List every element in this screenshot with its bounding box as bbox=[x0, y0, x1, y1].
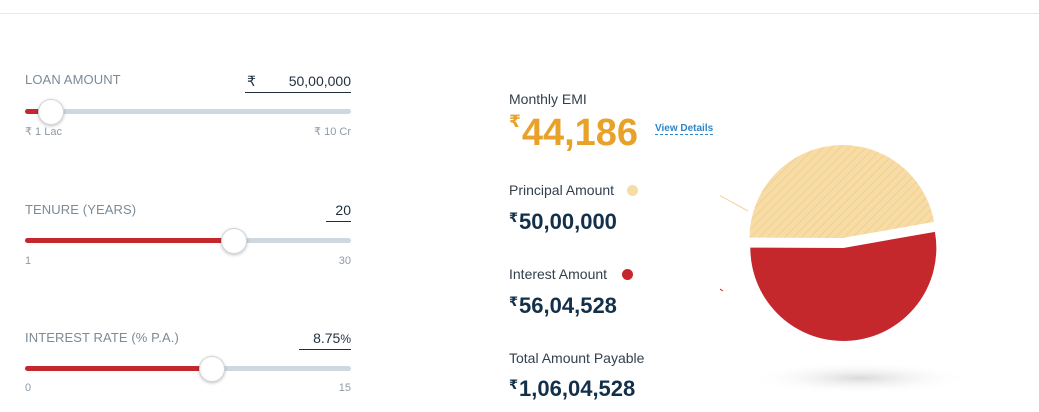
loan-amount-min-label: ₹ 1 Lac bbox=[25, 126, 62, 138]
interest-rate-value: 8.75 bbox=[313, 330, 341, 346]
pie-slice-principal[interactable] bbox=[749, 145, 935, 239]
total-amount-label: Total Amount Payable bbox=[509, 350, 645, 366]
tenure-thumb[interactable] bbox=[220, 228, 247, 254]
interest-rate-max-label: 15 bbox=[338, 382, 351, 394]
tenure-track[interactable] bbox=[25, 228, 351, 254]
interest-rate-track[interactable] bbox=[25, 356, 351, 382]
principal-amount-value: ₹50,00,000 bbox=[509, 209, 617, 235]
pie-shadow bbox=[750, 362, 970, 394]
tenure-label: TENURE (YEARS) bbox=[25, 202, 137, 217]
emi-amount: 44,186 bbox=[521, 112, 639, 154]
loan-amount-input[interactable]: ₹ 50,00,000 bbox=[245, 73, 351, 93]
rupee-currency-icon: ₹ bbox=[247, 73, 256, 89]
interest-legend-dot bbox=[622, 269, 633, 280]
rupee-currency-icon: ₹ bbox=[509, 294, 519, 309]
monthly-emi-label: Monthly EMI bbox=[509, 91, 587, 107]
loan-amount-value: 50,00,000 bbox=[288, 73, 351, 89]
loan-amount-fill bbox=[25, 109, 52, 114]
total-amount-value: ₹1,06,04,528 bbox=[509, 376, 635, 402]
tenure-max-label: 30 bbox=[338, 255, 351, 267]
interest-rate-label: INTEREST RATE (% P.A.) bbox=[25, 330, 179, 345]
principal-legend-dot bbox=[627, 185, 638, 196]
interest-amount-value: ₹56,04,528 bbox=[509, 293, 617, 319]
interest-rate-thumb[interactable] bbox=[199, 356, 226, 382]
interest-amount: 56,04,528 bbox=[519, 293, 617, 318]
emi-breakdown-pie-chart bbox=[720, 145, 970, 394]
tenure-value: 20 bbox=[335, 202, 351, 218]
monthly-emi-value: ₹44,186 bbox=[509, 112, 638, 155]
interest-connector-line bbox=[720, 288, 724, 292]
rupee-currency-icon: ₹ bbox=[509, 377, 519, 392]
loan-amount-thumb[interactable] bbox=[38, 99, 65, 125]
rupee-currency-icon: ₹ bbox=[509, 112, 521, 131]
tenure-fill bbox=[25, 238, 234, 243]
loan-amount-track[interactable] bbox=[25, 99, 351, 125]
loan-amount-label: LOAN AMOUNT bbox=[25, 72, 121, 87]
interest-rate-slider-block: INTEREST RATE (% P.A.) 8.75% 0 15 bbox=[25, 328, 351, 398]
total-amount: 1,06,04,528 bbox=[519, 376, 636, 401]
loan-amount-slider-block: LOAN AMOUNT ₹ 50,00,000 ₹ 1 Lac ₹ 10 Cr bbox=[25, 70, 351, 140]
interest-rate-fill bbox=[25, 366, 213, 371]
principal-amount-label: Principal Amount bbox=[509, 182, 615, 198]
principal-amount: 50,00,000 bbox=[519, 209, 617, 234]
pie-slice-interest[interactable] bbox=[750, 231, 937, 341]
tenure-slider-block: TENURE (YEARS) 20 1 30 bbox=[25, 200, 351, 270]
interest-amount-label: Interest Amount bbox=[509, 266, 608, 282]
tenure-min-label: 1 bbox=[25, 255, 32, 267]
view-details-link[interactable]: View Details bbox=[655, 123, 714, 135]
principal-connector-line bbox=[720, 194, 749, 212]
rupee-currency-icon: ₹ bbox=[509, 210, 519, 225]
interest-rate-min-label: 0 bbox=[25, 382, 32, 394]
top-divider bbox=[0, 13, 1039, 14]
interest-rate-input[interactable]: 8.75% bbox=[299, 330, 351, 350]
tenure-input[interactable]: 20 bbox=[326, 202, 351, 222]
loan-amount-max-label: ₹ 10 Cr bbox=[314, 126, 351, 138]
percent-unit: % bbox=[340, 332, 351, 346]
